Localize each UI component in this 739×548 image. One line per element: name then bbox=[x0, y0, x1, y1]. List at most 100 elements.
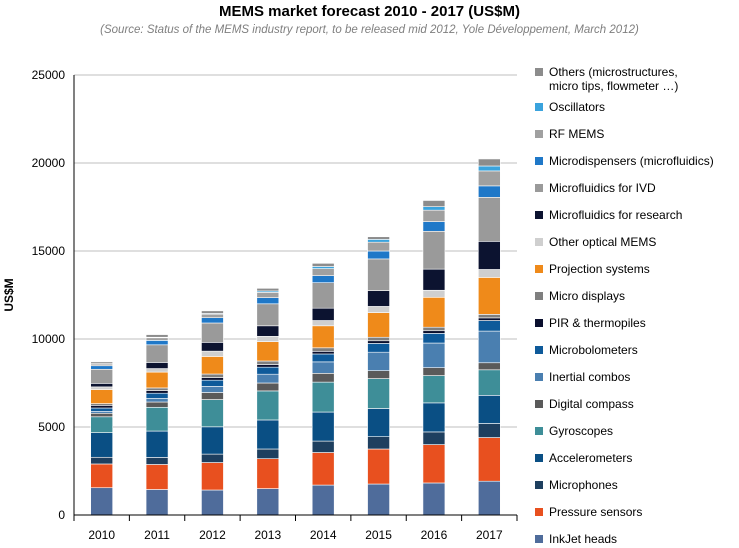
bar-segment: Others (microstructures, micro tips, flo… bbox=[311, 263, 335, 267]
legend-item: Pressure sensors bbox=[535, 505, 642, 519]
bar-segment: Microdispensers (microfluidics) 2014: 40… bbox=[311, 275, 335, 283]
x-tick-label: 2011 bbox=[144, 528, 170, 542]
bar-segment: Microdispensers (microfluidics) 2010: 20… bbox=[90, 365, 113, 370]
axes: 0 5000 10000 15000 20000 25000 2010 2011 2012 201… bbox=[32, 68, 518, 542]
bar-segment: Inertial combos 2017: 1800 bbox=[478, 330, 501, 364]
bar-segment: Microfluidics for research 2013: 600 bbox=[256, 325, 280, 337]
bar-segment: Microdispensers (microfluidics) 2015: 45… bbox=[367, 250, 390, 260]
bar-segment: Microboltometers 2017: 600 bbox=[478, 320, 501, 332]
bar-segment: Accelerometers 2010: 1400 bbox=[90, 432, 113, 458]
bar-segment: Inertial combos 2012: 350 bbox=[201, 386, 224, 393]
bar-segment: Other optical MEMS 2015: 350 bbox=[367, 306, 390, 313]
bar-segment: Oscillators 2017: 280 bbox=[478, 165, 501, 172]
bar-segment: Inertial combos 2016: 1400 bbox=[422, 342, 446, 368]
bar-segment: Accelerometers 2013: 1650 bbox=[256, 419, 280, 450]
bar-segment: Microfluidics for IVD 2013: 1250 bbox=[256, 303, 280, 327]
bar-segment: Gyroscopes 2011: 1350 bbox=[145, 406, 169, 432]
legend-label: Other optical MEMS bbox=[549, 235, 657, 249]
bar-segment: InkJet heads 2011: 1450 bbox=[145, 489, 169, 516]
x-tick-label: 2012 bbox=[199, 528, 226, 542]
bar-segment: InkJet heads 2014: 1700 bbox=[311, 484, 335, 516]
bar-segment: Pressure sensors 2015: 1990 bbox=[367, 448, 390, 485]
bar-segment: InkJet heads 2015: 1760 bbox=[367, 483, 390, 516]
bar-segment: Accelerometers 2014: 1650 bbox=[311, 411, 335, 442]
y-tick-label: 25000 bbox=[32, 68, 66, 82]
bar-segment: RF MEMS 2017: 850 bbox=[478, 170, 501, 187]
bar-segment: Microfluidics for research 2015: 900 bbox=[367, 290, 390, 307]
bar-segment: PIR & thermopiles 2010: 150 bbox=[90, 405, 113, 409]
legend-item: Others (microstructures, micro tips, flo… bbox=[535, 65, 678, 93]
legend-label: Microphones bbox=[549, 478, 618, 492]
bar-segment: Projection systems 2015: 1400 bbox=[367, 312, 390, 338]
legend-label: Microbolometers bbox=[549, 343, 638, 357]
x-tick-label: 2010 bbox=[88, 528, 115, 542]
bar-segment: RF MEMS 2014: 400 bbox=[311, 268, 335, 276]
bar-segment: Microfluidics for IVD 2017: 2500 bbox=[478, 197, 501, 242]
y-tick-label: 5000 bbox=[38, 420, 65, 434]
bar-segment: Digital compass 2012: 400 bbox=[201, 392, 224, 400]
bar-segment: Other optical MEMS 2012: 300 bbox=[201, 350, 224, 357]
bar-segment: Pressure sensors 2010: 1350 bbox=[90, 463, 113, 489]
bar-segment: Gyroscopes 2014: 1700 bbox=[311, 381, 335, 413]
bar-segment: Microboltometers 2011: 300 bbox=[145, 392, 169, 399]
legend-item: Oscillators bbox=[535, 100, 605, 114]
bar-segment: Pressure sensors 2017: 2480 bbox=[478, 437, 501, 482]
legend-item: Microbolometers bbox=[535, 343, 638, 357]
bar-segment: Accelerometers 2011: 1500 bbox=[145, 430, 169, 458]
bar-segment: Microboltometers 2013: 400 bbox=[256, 366, 280, 375]
legend-label: RF MEMS bbox=[549, 127, 605, 141]
bar-segment: Microphones 2016: 720 bbox=[422, 431, 446, 445]
bar-segment: Microfluidics for IVD 2010: 800 bbox=[90, 368, 113, 384]
legend-swatch bbox=[535, 373, 543, 381]
legend-swatch bbox=[535, 319, 543, 327]
legend-swatch bbox=[535, 481, 543, 489]
bar-segment: PIR & thermopiles 2016: 150 bbox=[422, 330, 446, 334]
legend-swatch bbox=[535, 238, 543, 246]
legend-swatch bbox=[535, 346, 543, 354]
legend-item: Micro displays bbox=[535, 289, 625, 303]
bar-segment: PIR & thermopiles 2011: 150 bbox=[145, 390, 169, 394]
legend-swatch bbox=[535, 157, 543, 165]
bar-segment: Accelerometers 2012: 1550 bbox=[201, 426, 224, 455]
legend-label: Projection systems bbox=[549, 262, 650, 276]
y-tick-label: 0 bbox=[58, 508, 65, 522]
legend-item: Inertial combos bbox=[535, 370, 630, 384]
y-axis-label: US$M bbox=[2, 278, 16, 311]
legend-swatch bbox=[535, 292, 543, 300]
bar-segment: Projection systems 2014: 1250 bbox=[311, 325, 335, 349]
bar-segment: Micro displays 2012: 200 bbox=[201, 373, 224, 378]
bar-segment: Gyroscopes 2012: 1550 bbox=[201, 399, 224, 428]
bar-segment: Other optical MEMS 2013: 300 bbox=[256, 336, 280, 342]
bar-segment: Microfluidics for IVD 2014: 1450 bbox=[311, 282, 335, 309]
bar-segment: Others (microstructures, micro tips, flo… bbox=[145, 334, 169, 338]
bar-segment: Projection systems 2016: 1700 bbox=[422, 296, 446, 328]
bar-segment: Microfluidics for IVD 2015: 1800 bbox=[367, 258, 390, 291]
legend-label: Microfluidics for IVD bbox=[549, 181, 656, 195]
bar-segment: Projection systems 2017: 2100 bbox=[478, 277, 501, 315]
bar-segment: Microboltometers 2014: 450 bbox=[311, 353, 335, 363]
y-tick-label: 15000 bbox=[32, 244, 66, 258]
bar-segment: Microphones 2010: 380 bbox=[90, 456, 113, 465]
legend-label: Others (microstructures, micro tips, flo… bbox=[549, 65, 679, 93]
bar-segment: Projection systems 2012: 1000 bbox=[201, 356, 224, 375]
chart-subtitle: (Source: Status of the MEMS industry rep… bbox=[100, 24, 639, 36]
bar-segment: Accelerometers 2015: 1600 bbox=[367, 408, 390, 437]
legend-item: Microdispensers (microfluidics) bbox=[535, 154, 714, 168]
bar-segment: Others (microstructures, micro tips, flo… bbox=[422, 200, 446, 207]
bar-segment: Microfluidics for research 2016: 1200 bbox=[422, 268, 446, 291]
bar-segment: Microphones 2017: 800 bbox=[478, 423, 501, 438]
bar-segment: Digital compass 2016: 450 bbox=[422, 367, 446, 376]
bars: InkJet heads 2010: 1550Pressure sensors … bbox=[90, 158, 501, 516]
bar-segment: Gyroscopes 2013: 1650 bbox=[256, 390, 280, 421]
bar-segment: Other optical MEMS 2011: 200 bbox=[145, 368, 169, 373]
legend-swatch bbox=[535, 130, 543, 138]
bar-segment: Microboltometers 2012: 350 bbox=[201, 379, 224, 387]
bar-segment: Inertial combos 2013: 500 bbox=[256, 373, 280, 384]
x-tick-label: 2013 bbox=[254, 528, 281, 542]
chart-title: MEMS market forecast 2010 - 2017 (US$M) bbox=[219, 3, 520, 20]
bar-segment: PIR & thermopiles 2013: 150 bbox=[256, 364, 280, 368]
legend-swatch bbox=[535, 400, 543, 408]
bar-segment: Microboltometers 2015: 500 bbox=[367, 343, 390, 353]
legend-label: InkJet heads bbox=[549, 532, 618, 546]
legend-item: RF MEMS bbox=[535, 127, 604, 141]
